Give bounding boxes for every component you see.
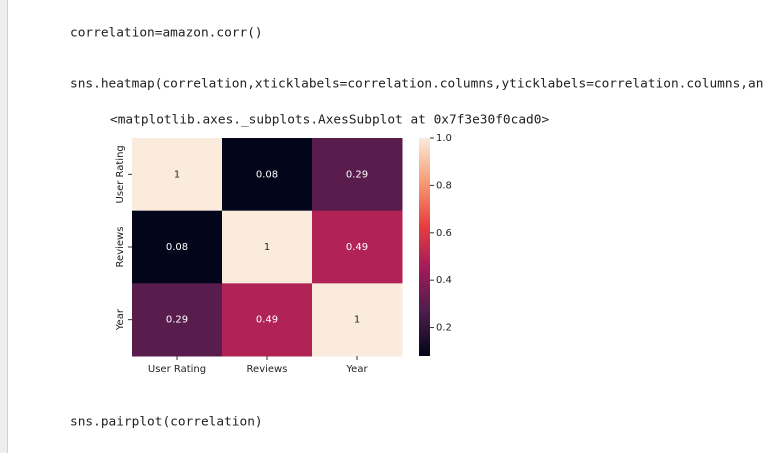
heatmap-cell <box>222 283 313 357</box>
colorbar-tick-label: 1.0 <box>436 133 452 144</box>
sidebar <box>0 0 7 453</box>
x-tick-label: User Rating <box>148 364 206 375</box>
heatmap-cell <box>222 210 313 284</box>
heatmap-chart: 1 0.08 0.29 0.08 1 0.49 0.29 0.49 1 User Rating Re… <box>115 133 452 375</box>
y-tick-label: Reviews <box>115 227 126 268</box>
cell-label: 1 <box>354 315 360 326</box>
x-tick-label: Year <box>345 364 368 375</box>
colorbar-tick-label: 0.8 <box>436 180 452 191</box>
cell-label: 0.49 <box>346 242 368 253</box>
heatmap-cell <box>222 138 313 212</box>
cell-label: 1 <box>174 169 180 180</box>
colorbar-tick-label: 0.6 <box>436 228 452 239</box>
code-line: correlation=amazon.corr() <box>70 26 263 41</box>
heatmap-cell <box>132 138 223 212</box>
cell-label: 0.49 <box>256 315 278 326</box>
heatmap-cell <box>132 283 223 357</box>
heatmap-cell <box>312 138 403 212</box>
cell-output: <matplotlib.axes._subplots.AxesSubplot a… <box>110 113 549 128</box>
cell-label: 0.29 <box>346 169 368 180</box>
heatmap-cell <box>132 210 223 284</box>
cell-label: 0.08 <box>166 242 188 253</box>
code-line: sns.heatmap(correlation,xticklabels=corr… <box>70 77 763 92</box>
y-tick-label: User Rating <box>115 145 126 203</box>
cell-label: 1 <box>264 242 270 253</box>
code-line: sns.pairplot(correlation) <box>70 415 263 430</box>
cell-label: 0.08 <box>256 169 278 180</box>
colorbar-tick-label: 0.2 <box>436 323 452 334</box>
y-tick-label: Year <box>115 308 126 331</box>
x-tick-label: Reviews <box>247 364 288 375</box>
heatmap-cell <box>312 210 403 284</box>
colorbar <box>419 138 430 356</box>
cell-label: 0.29 <box>166 315 188 326</box>
heatmap-cell <box>312 283 403 357</box>
colorbar-tick-label: 0.4 <box>436 275 452 286</box>
